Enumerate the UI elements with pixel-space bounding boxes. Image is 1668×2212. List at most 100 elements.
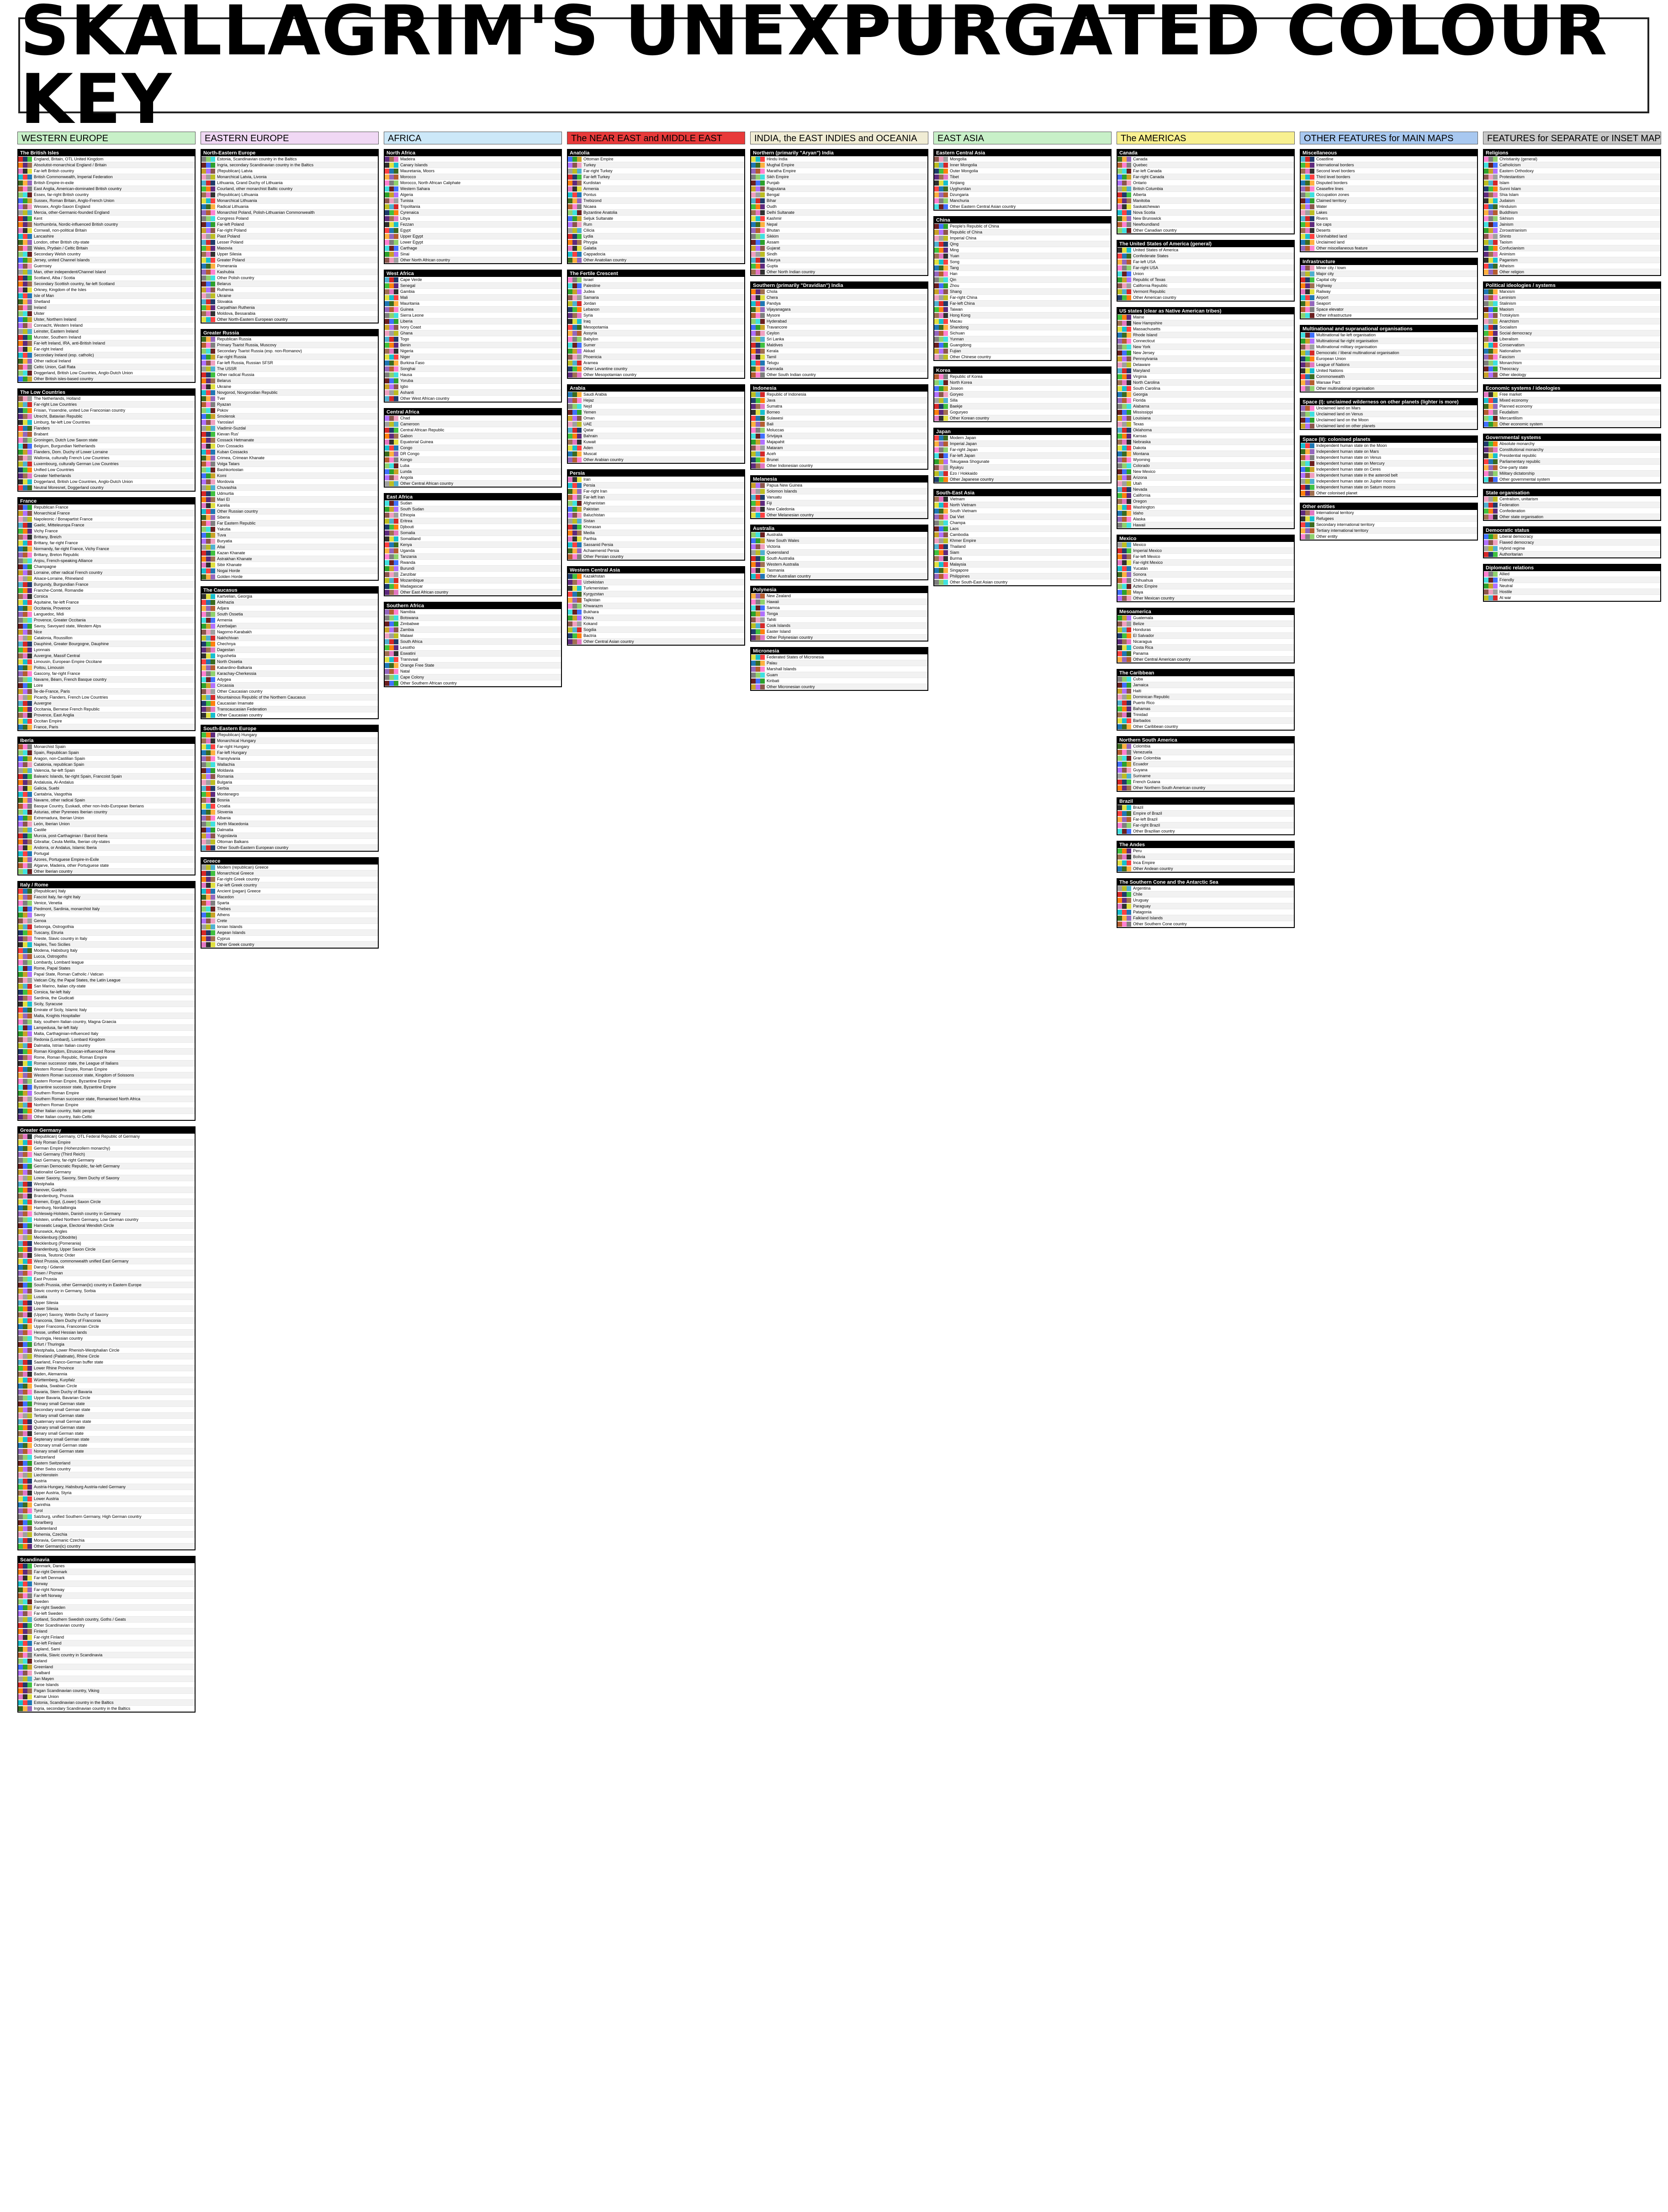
color-swatch (206, 550, 211, 556)
color-swatch (27, 623, 32, 629)
color-swatch (23, 293, 27, 298)
legend-row: Republic of China (934, 229, 1111, 235)
legend-row: Scotland, Alba / Scotia (18, 275, 195, 281)
color-swatch (23, 647, 27, 652)
legend-row: Chihuahua (1117, 578, 1294, 584)
color-swatch (211, 497, 215, 502)
legend-section: Australia Australia New South Wales Victori… (750, 525, 928, 580)
color-swatch (18, 311, 23, 316)
color-swatch (1117, 891, 1122, 897)
row-label: Hostile (1499, 589, 1512, 594)
legend-row: Mughal Empire (751, 162, 927, 168)
row-label: Western Sahara (400, 186, 430, 191)
section-title: Greece (201, 858, 378, 865)
color-swatch (389, 481, 394, 486)
color-swatch (1488, 251, 1493, 257)
color-swatch (756, 301, 760, 306)
color-swatch (572, 488, 577, 494)
legend-row: Imperial China (934, 235, 1111, 241)
section-title: Mexico (1117, 536, 1294, 542)
color-swatch (577, 512, 582, 518)
color-swatch (394, 301, 398, 306)
legend-row: Massachusetts (1117, 326, 1294, 332)
color-swatch (18, 1640, 23, 1646)
color-swatch (18, 1694, 23, 1699)
row-label: Authoritarian (1499, 552, 1523, 557)
legend-row: Monarchical Hungary (201, 738, 378, 744)
legend-row: Feudalism (1484, 409, 1660, 415)
legend-row: Yunnan (934, 336, 1111, 342)
row-label: Sikhism (1499, 216, 1514, 221)
legend-row: North Ossetia (201, 659, 378, 665)
legend-row: Chechnya (201, 641, 378, 647)
color-swatch (1310, 374, 1314, 379)
legend-row: Doggerland, British Low Countries, Anglo… (18, 479, 195, 485)
row-label: Fascist Italy, far-right Italy (34, 894, 80, 899)
color-swatch (18, 317, 23, 322)
legend-row: Western Australia (751, 562, 927, 568)
color-swatch (206, 882, 211, 888)
color-swatch (572, 156, 577, 162)
row-label: Independent human state on Saturn moons (1316, 484, 1396, 489)
color-swatch (201, 263, 206, 269)
color-swatch (568, 409, 572, 415)
color-swatch (1122, 192, 1127, 197)
row-label: Connacht, Western Ireland (34, 323, 83, 328)
color-swatch (27, 1466, 32, 1472)
legend-row: England, Britain, OTL United Kingdom (18, 156, 195, 162)
row-label: Turkmenistan (583, 585, 609, 590)
legend-section: South-East Asia Vietnam North Vietnam South… (933, 489, 1112, 586)
legend-row: Java (751, 398, 927, 403)
color-swatch (18, 323, 23, 328)
row-label: Ireland (34, 305, 47, 310)
color-swatch (939, 447, 943, 452)
color-swatch (18, 821, 23, 827)
color-swatch (27, 827, 32, 833)
color-swatch (23, 1377, 27, 1383)
color-swatch (756, 198, 760, 203)
color-swatch (568, 542, 572, 547)
color-swatch (27, 334, 32, 340)
row-label: Congress Poland (217, 216, 249, 221)
section-title: Southern (primarily "Dravidian") India (751, 282, 927, 289)
color-swatch (1493, 263, 1498, 269)
color-swatch (18, 1264, 23, 1270)
legend-row: Planned economy (1484, 403, 1660, 409)
row-label: Monarchist Poland, Polish-Lithuanian Com… (217, 210, 315, 215)
color-swatch (23, 1306, 27, 1311)
color-swatch (201, 509, 206, 514)
color-swatch (23, 1569, 27, 1575)
color-swatch (27, 1628, 32, 1634)
color-swatch (211, 348, 215, 354)
color-swatch (206, 635, 211, 641)
color-swatch (572, 360, 577, 366)
color-swatch (27, 1264, 32, 1270)
color-swatch (572, 257, 577, 263)
row-label: Sinai (400, 251, 410, 256)
color-swatch (1310, 156, 1314, 162)
color-swatch (751, 494, 756, 500)
row-label: Haiti (1133, 688, 1142, 693)
color-swatch (751, 318, 756, 324)
color-swatch (18, 1294, 23, 1300)
row-label: Delhi Sultanate (767, 210, 795, 215)
color-swatch (201, 228, 206, 233)
color-swatch (1127, 253, 1131, 259)
row-label: Gran Colombia (1133, 755, 1161, 760)
color-swatch (1301, 472, 1305, 478)
row-label: Hamburg, Nordalbingia (34, 1205, 76, 1210)
color-swatch (934, 477, 939, 482)
legend-row: Other Southern African country (385, 680, 561, 686)
color-swatch (23, 942, 27, 947)
color-swatch (394, 554, 398, 559)
color-swatch (934, 318, 939, 324)
color-swatch (1117, 854, 1122, 859)
row-label: Nepal (767, 222, 778, 227)
color-swatch (27, 1502, 32, 1507)
color-swatch (1117, 265, 1122, 271)
color-swatch (1488, 508, 1493, 514)
color-swatch (751, 538, 756, 543)
color-swatch (1493, 508, 1498, 514)
legend-row: Nationalist Germany (18, 1169, 195, 1175)
color-swatch (23, 239, 27, 245)
